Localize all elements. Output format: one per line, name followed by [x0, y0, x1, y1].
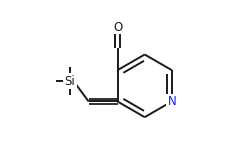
Text: O: O — [113, 21, 122, 34]
Text: N: N — [168, 95, 176, 108]
Text: Si: Si — [65, 75, 75, 87]
